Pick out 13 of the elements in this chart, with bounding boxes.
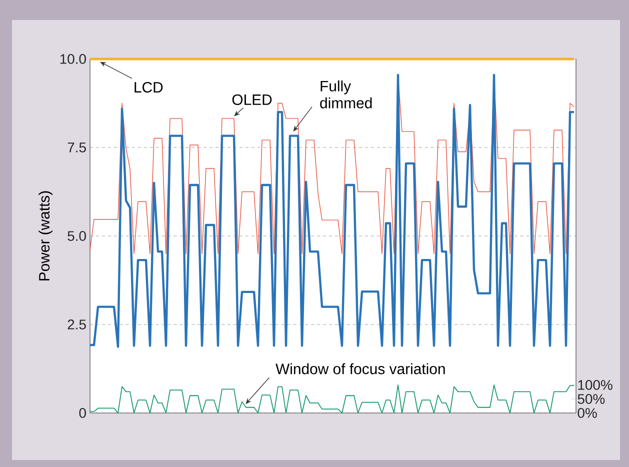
y-axis-title: Power (watts): [38, 191, 52, 280]
y-tick-label: 7.5: [68, 142, 86, 152]
y-tick-label: 0: [79, 408, 86, 418]
y2-tick-label: 0%: [578, 408, 597, 418]
series-label: Window of focus variation: [276, 363, 445, 374]
y-tick-label: 10.0: [60, 54, 86, 64]
y-tick-label: 2.5: [68, 320, 86, 330]
series-label: Fully dimmed: [320, 80, 372, 108]
series-label: OLED: [232, 94, 272, 105]
y-tick-label: 5.0: [68, 231, 86, 241]
y2-tick-label: 50%: [578, 394, 605, 404]
series-label: LCD: [134, 82, 163, 93]
y2-tick-label: 100%: [578, 380, 612, 390]
